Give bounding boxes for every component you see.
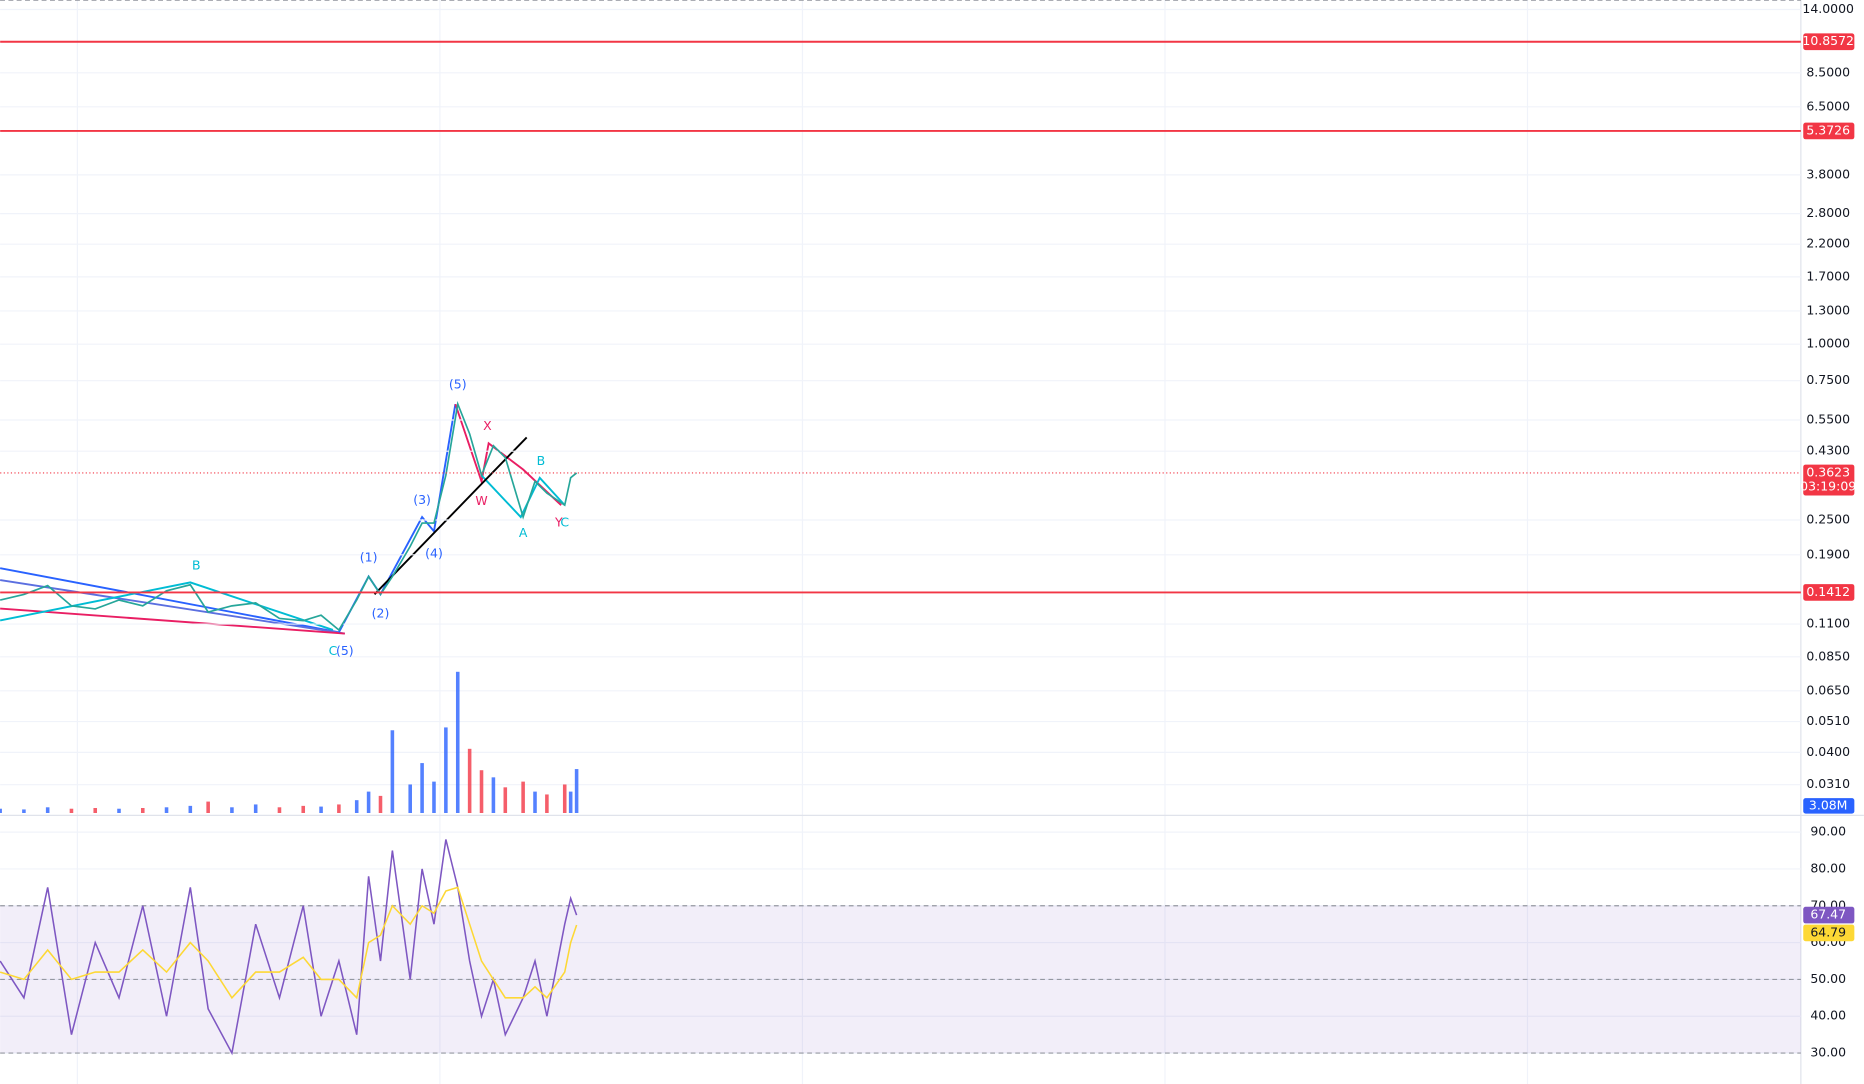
volume-label-text: 3.08M — [1809, 797, 1848, 812]
volume-bar — [366, 791, 371, 813]
wave-label: A — [519, 525, 528, 540]
rsi-last-box — [1803, 906, 1855, 924]
volume-bar — [479, 770, 484, 813]
wave-label: Y — [554, 515, 563, 530]
volume-bar — [432, 781, 436, 813]
volume-bar — [69, 808, 74, 813]
volume-bar — [337, 804, 341, 813]
y-tick-label: 40.00 — [1810, 1008, 1846, 1023]
volume-bar — [533, 791, 537, 813]
y-tick-label: 6.5000 — [1806, 98, 1850, 113]
volume-bar — [164, 807, 169, 813]
volume-bar — [378, 795, 383, 813]
volume-bar — [455, 671, 460, 813]
y-tick-label: 30.00 — [1810, 1045, 1846, 1060]
y-tick-label: 2.2000 — [1806, 236, 1850, 251]
indicator-line — [0, 886, 578, 1000]
wave-label: C — [560, 515, 569, 530]
y-tick-label: 1.0000 — [1806, 336, 1850, 351]
y-tick-label: 14.0000 — [1802, 1, 1854, 16]
y-tick-label: 50.00 — [1810, 971, 1846, 986]
volume-bar — [319, 806, 323, 813]
y-tick-label: 0.2500 — [1806, 511, 1850, 526]
volume-bar — [230, 807, 234, 813]
y-tick-label: 0.0310 — [1806, 776, 1850, 791]
y-tick-label: 3.8000 — [1806, 166, 1850, 181]
y-tick-label: 0.4300 — [1806, 443, 1850, 458]
rsi-last-box — [1803, 924, 1855, 942]
y-tick-label: 0.5500 — [1806, 411, 1850, 426]
level-label-text: 0.1412 — [1806, 584, 1850, 599]
wave-label: W — [475, 493, 487, 508]
y-tick-label: 0.7500 — [1806, 372, 1850, 387]
trend-drawing — [0, 607, 345, 635]
wave-label: (1) — [360, 550, 378, 565]
y-tick-label: 0.0400 — [1806, 744, 1850, 759]
volume-bar — [93, 808, 98, 813]
price-line — [0, 400, 578, 632]
volume-bar — [562, 784, 567, 813]
y-tick-label: 0.0510 — [1806, 713, 1850, 728]
trend-drawing — [0, 567, 340, 634]
last-price-text: 0.3623 — [1806, 464, 1850, 479]
wave-label: B — [537, 453, 546, 468]
volume-bar — [467, 748, 472, 813]
volume-bar — [22, 809, 26, 813]
y-tick-label: 1.3000 — [1806, 302, 1850, 317]
wave-label: (5) — [449, 376, 467, 391]
wave-label: X — [483, 418, 492, 433]
y-tick-label: 1.7000 — [1806, 268, 1850, 283]
indicator-line — [0, 839, 578, 1056]
volume-bar — [45, 807, 50, 813]
wave-label: C — [329, 643, 338, 658]
level-label-text: 5.3726 — [1806, 122, 1850, 137]
y-tick-label: 8.5000 — [1806, 64, 1850, 79]
volume-bar — [117, 808, 121, 813]
wave-label: (2) — [372, 606, 390, 621]
wave-drawing — [0, 581, 334, 631]
y-tick-label: 2.8000 — [1806, 205, 1850, 220]
volume-bar — [206, 801, 210, 813]
volume-bar — [408, 784, 412, 813]
y-tick-label: 0.1100 — [1806, 616, 1850, 631]
trend-drawing — [373, 436, 528, 595]
volume-bar — [188, 805, 193, 813]
volume-bar — [503, 787, 508, 813]
volume-bar — [420, 763, 424, 813]
wave-label: (5) — [336, 643, 354, 658]
rsi-last-text: 64.79 — [1810, 924, 1846, 939]
volume-label-box — [1803, 798, 1855, 814]
wave-label: B — [192, 557, 201, 572]
time-grid — [76, 0, 1529, 1084]
level-label-box — [1803, 33, 1855, 51]
wave-label: (3) — [413, 492, 431, 507]
level-label-box — [1803, 122, 1855, 140]
volume-bar — [444, 727, 448, 813]
y-tick-label: 90.00 — [1810, 824, 1846, 839]
y-tick-label: 0.1900 — [1806, 546, 1850, 561]
volume-bar — [574, 769, 579, 813]
last-price-box — [1803, 464, 1855, 496]
y-tick-label: 0.0850 — [1806, 648, 1850, 663]
volume-bar — [545, 794, 549, 813]
volume-bar — [390, 730, 395, 813]
volume-bar — [568, 791, 573, 813]
y-tick-label: 80.00 — [1810, 860, 1846, 875]
countdown-text: 03:19:09 — [1800, 479, 1856, 494]
volume-bar — [301, 805, 306, 813]
volume-bar — [277, 807, 282, 813]
volume-bar — [521, 781, 525, 813]
volume-bar — [140, 808, 145, 813]
y-tick-label: 0.0650 — [1806, 682, 1850, 697]
volume-bar — [0, 808, 2, 813]
volume-bar — [491, 777, 496, 813]
level-label-text: 10.8572 — [1802, 33, 1854, 48]
wave-label: (4) — [425, 546, 443, 561]
rsi-last-text: 67.47 — [1810, 907, 1846, 922]
volume-bar — [253, 804, 258, 813]
level-label-box — [1803, 584, 1855, 601]
volume-bar — [354, 800, 359, 813]
